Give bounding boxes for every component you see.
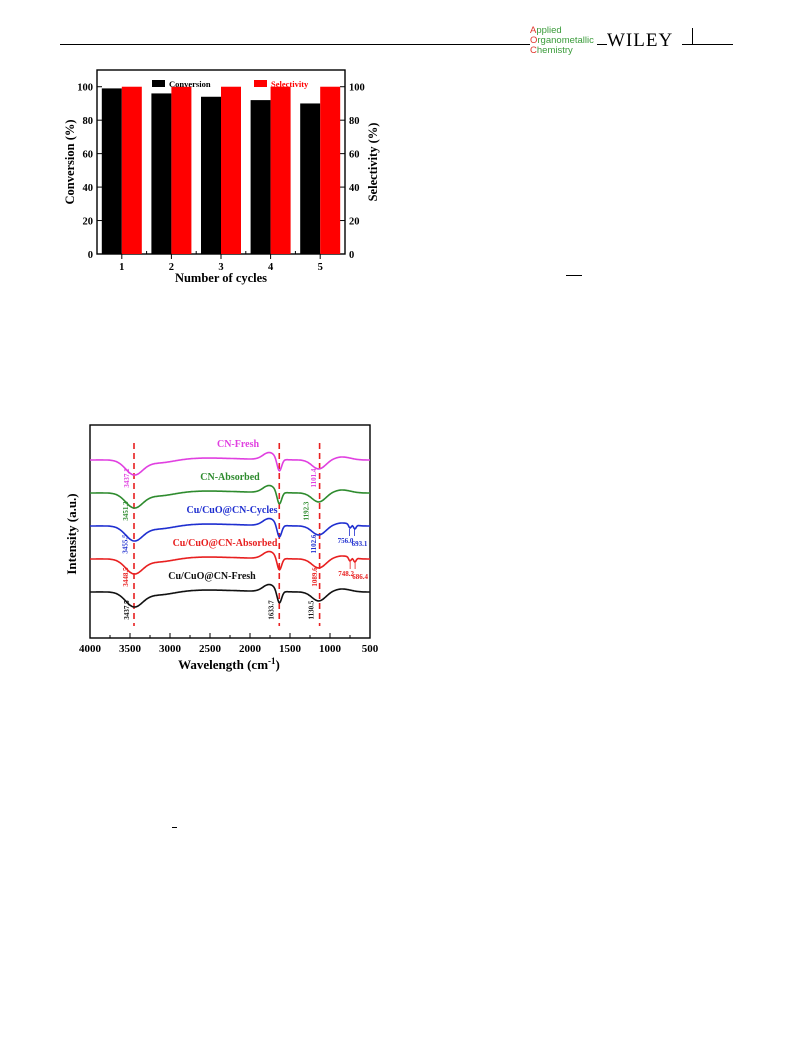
x-tick-label: 2000 [239,643,262,655]
y-tick-label: 80 [83,116,94,127]
y2-tick-label: 100 [349,83,365,94]
x-tick-label: 4 [268,262,274,273]
y2-tick-label: 60 [349,150,360,161]
y-tick-label: 60 [83,150,94,161]
x-tick-label: 1 [119,262,124,273]
bar-conversion [101,88,122,255]
spectrum-line-cn-fresh [90,451,370,476]
series-label-cu-cycles: Cu/CuO@CN-Cycles [187,505,278,516]
ftir-x-axis-label: Wavelength (cm-1) [178,656,280,672]
spectrum-line-cu-absorbed [90,550,370,575]
series-label-cu-fresh: Cu/CuO@CN-Fresh [168,571,256,582]
x-tick-label: 2 [169,262,174,273]
x-tick-label: 3500 [119,643,142,655]
x-tick-label: 1500 [279,643,302,655]
header-rule-mid [597,44,607,45]
peak-label: 1101.4 [310,468,318,487]
legend-swatch-conversion [152,80,165,87]
x-tick-label: 2500 [199,643,222,655]
y2-tick-label: 20 [349,217,360,228]
header-rule-right [682,44,733,45]
series-label-cn-fresh: CN-Fresh [217,439,259,450]
bar-selectivity [270,86,291,255]
peak-label: 1089.6 [311,567,319,587]
y2-tick-label: 0 [349,250,354,261]
bar-chart: 0 0 20 20 40 40 60 60 80 80 100 100 1 2 3 4 5 Conversio… [63,69,380,285]
y-tick-label: 40 [83,183,94,194]
x-tick-label: 1000 [319,643,342,655]
bar-selectivity [221,86,241,255]
bar-selectivity [320,86,341,255]
bar-conversion [201,96,221,254]
peak-label: 1633.7 [267,600,275,620]
stray-mark-2 [172,827,177,828]
y2-tick-label: 40 [349,183,360,194]
header-rule-left [60,44,530,45]
legend-swatch-selectivity [254,80,267,87]
peak-label: 756.0 [338,537,354,545]
x-tick-label: 500 [362,643,379,655]
series-label-cn-absorbed: CN-Absorbed [200,472,260,483]
spectrum-line-cu-cycles [90,517,370,542]
y-tick-label: 100 [77,83,93,94]
peak-label: 3451.3 [122,501,130,521]
spectrum-line-cn-absorbed [90,484,370,509]
ftir-y-axis-label: Intensity (a.u.) [64,493,79,574]
peak-label: 686.4 [352,573,368,581]
bar-selectivity [121,86,142,255]
peak-label: 1130.5 [308,600,316,619]
peak-label: 3437.1 [123,468,131,488]
spectrum-line-cu-fresh [90,583,370,608]
y-tick-label: 20 [83,217,94,228]
publisher-logo: WILEY [607,30,674,51]
bar-x-axis-label: Number of cycles [175,271,267,285]
x-tick-label: 3000 [159,643,182,655]
series-label-cu-absorbed: Cu/CuO@CN-Absorbed [173,538,278,549]
legend-label-conversion: Conversion [169,79,211,89]
bar-conversion [300,103,321,254]
bar-selectivity [171,86,192,255]
peak-label: 3455.5 [122,534,130,554]
bar-conversion [151,93,172,254]
x-tick-label: 4000 [79,643,102,655]
peak-label: 748.2 [338,570,354,578]
page-number-mark [692,28,693,44]
peak-label: 3448.5 [122,567,130,587]
bar-y-axis-label: Conversion (%) [63,119,77,204]
peak-label: 1102.6 [310,534,318,553]
y2-tick-label: 80 [349,116,360,127]
y-tick-label: 0 [88,250,93,261]
stray-mark-1 [566,275,582,276]
peak-label: 693.1 [352,540,368,548]
journal-logo: Applied Organometallic Chemistry [530,25,594,56]
x-tick-label: 5 [318,262,323,273]
x-tick-label: 3 [218,262,223,273]
peak-label: 1192.3 [303,501,311,520]
ftir-chart: CN-Fresh CN-Absorbed Cu/CuO@CN-Cycles Cu/Cu… [64,424,379,672]
bar-y2-axis-label: Selectivity (%) [366,123,380,202]
peak-label: 3437.5 [123,600,131,620]
bar-conversion [250,100,271,254]
legend-label-selectivity: Selectivity [271,79,309,89]
